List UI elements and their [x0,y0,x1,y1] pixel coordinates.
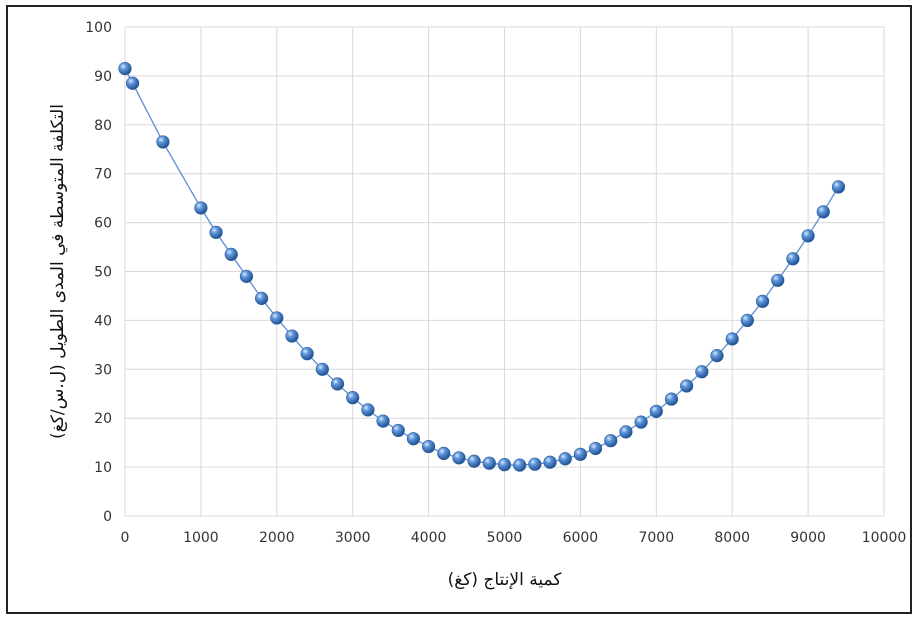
data-point [680,379,694,393]
x-tick-label: 3000 [335,530,371,546]
data-point [406,432,421,446]
data-point [361,403,375,417]
data-point [649,404,663,418]
x-tick-label: 8000 [714,530,750,546]
series-line [124,68,840,466]
y-tick-label: 70 [94,167,112,183]
data-point [330,377,345,391]
data-point [664,392,679,406]
data-point [588,441,603,456]
chart-frame: 0 10 20 30 40 50 60 70 80 90 100 0 1000 2000 3000 4000 5… [6,5,912,614]
data-points [118,61,846,472]
data-point [452,451,466,465]
data-point [125,76,140,90]
data-point [497,458,512,472]
x-tick-label: 4000 [411,530,447,546]
data-point [467,454,481,468]
data-point [315,362,329,376]
data-point [543,455,557,469]
data-point [255,291,269,305]
data-point [376,414,390,428]
data-point [300,347,314,361]
data-point [695,365,709,379]
data-point [771,273,785,287]
data-point [156,135,170,149]
data-point [740,313,754,328]
data-point [604,434,618,448]
data-point [391,423,405,438]
y-tick-label: 90 [94,69,112,85]
data-point [239,269,254,283]
x-tick-label: 9000 [790,530,826,546]
y-tick-label: 20 [94,411,112,427]
data-point [831,180,846,194]
y-tick-label: 60 [94,216,112,232]
y-tick-label: 30 [94,362,112,378]
data-point [513,458,527,472]
x-tick-label: 5000 [487,530,523,546]
data-point [224,247,238,261]
data-point [801,229,815,243]
x-axis-title: كمية الإنتاج (كغ) [448,570,563,590]
x-tick-label: 1000 [183,530,219,546]
data-point [346,391,360,405]
data-point [786,252,800,266]
data-point [634,415,648,429]
x-tick-label: 7000 [638,530,674,546]
y-tick-label: 100 [85,20,112,36]
data-point [816,205,830,219]
x-tick-label: 6000 [563,530,599,546]
x-tick-label: 2000 [259,530,295,546]
data-point [437,446,451,461]
y-tick-label: 40 [94,313,112,329]
y-tick-label: 50 [94,265,112,281]
data-point [528,457,542,471]
data-point [755,294,770,308]
data-point [619,425,633,439]
y-axis-title: التكلفة المتوسطة في المدى الطويل (ل.س/كغ… [48,104,68,439]
data-point [482,456,496,470]
data-point [194,201,208,215]
data-point [725,332,739,346]
grid-lines [124,26,885,517]
data-point [209,225,223,239]
data-point [422,439,436,454]
data-point [270,311,284,325]
data-point [573,447,588,461]
y-tick-label: 0 [103,509,112,525]
data-point [710,349,724,363]
y-tick-label: 80 [94,118,112,134]
data-point [285,329,299,343]
data-point [558,452,572,466]
y-tick-label: 10 [94,460,112,476]
x-tick-label: 0 [121,530,130,546]
data-point [118,61,132,76]
x-tick-label: 10000 [862,530,907,546]
